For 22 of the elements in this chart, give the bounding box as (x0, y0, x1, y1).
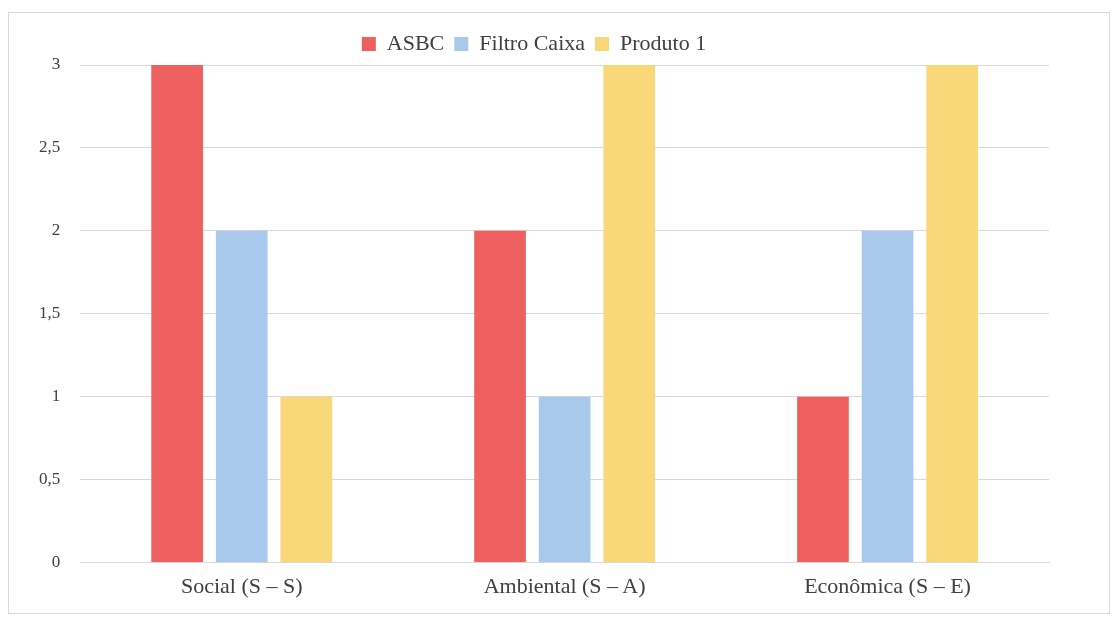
x-tick-label: Social (S – S) (180, 572, 303, 598)
legend-label: Produto 1 (620, 29, 707, 55)
y-tick-label: 3 (51, 54, 61, 74)
y-tick-label: 1 (51, 386, 61, 406)
bar (926, 65, 978, 563)
bar (861, 230, 914, 563)
bar (215, 230, 268, 563)
y-tick-label: 0,5 (39, 469, 61, 489)
legend-label: Filtro Caixa (479, 29, 586, 55)
bar (538, 396, 591, 563)
bar (151, 65, 203, 563)
y-tick-label: 2,5 (39, 137, 61, 157)
bar (603, 65, 656, 563)
x-tick-label: Ambiental (S – A) (483, 572, 646, 598)
y-tick-label: 1,5 (39, 303, 61, 323)
legend-label: ASBC (386, 29, 445, 55)
bar (280, 396, 333, 563)
bar (474, 230, 526, 563)
y-tick-label: 2 (51, 220, 61, 240)
y-tick-label: 0 (51, 552, 61, 572)
x-tick-label: Econômica (S – E) (804, 572, 971, 598)
bar (797, 396, 849, 563)
